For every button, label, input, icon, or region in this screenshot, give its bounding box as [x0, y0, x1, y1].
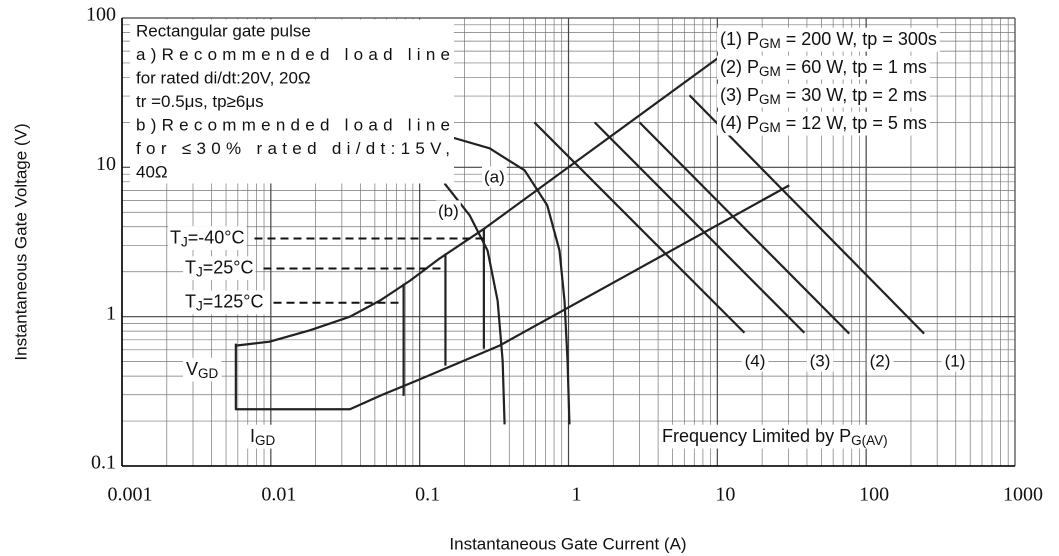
note-line: tr =0.5μs, tp≥6μs	[136, 92, 264, 111]
text-part: J	[181, 234, 188, 249]
label-background	[482, 166, 507, 188]
label-background	[941, 350, 969, 372]
note-line: b)Recommended load line	[136, 115, 450, 134]
curve-tag: (3)	[810, 351, 831, 370]
legend-entry: (3) PGM = 30 W, tp = 2 ms	[720, 85, 927, 107]
label-background	[866, 350, 894, 372]
vgd-label: VGD	[186, 359, 219, 381]
note-line: for ≤30% rated di/dt:15V,	[136, 139, 450, 158]
y-tick-label: 100	[86, 4, 116, 26]
text-part: = 200 W, tp = 300s	[781, 29, 937, 49]
text-part: J	[196, 298, 203, 313]
gate-curve	[444, 134, 571, 425]
y-tick-label: 10	[96, 153, 116, 175]
y-axis-title: Instantaneous Gate Voltage (V)	[11, 123, 30, 360]
text-part: (1) P	[720, 29, 759, 49]
y-tick-label: 1	[106, 302, 116, 324]
text-part: =125°C	[203, 291, 264, 311]
x-tick-label: 1	[572, 484, 582, 506]
label-background	[717, 27, 940, 52]
curve-tag: (4)	[745, 351, 766, 370]
curve-label: (b)	[438, 201, 459, 220]
text-part: J	[196, 264, 203, 279]
text-part: G(AV)	[851, 433, 888, 448]
text-part: GD	[198, 366, 219, 381]
frequency-note: Frequency Limited by PG(AV)	[662, 426, 888, 448]
gate-curve	[443, 182, 506, 425]
tj-label: TJ=-40°C	[170, 227, 244, 249]
label-background	[247, 424, 279, 449]
tj-label: TJ=25°C	[185, 257, 253, 279]
label-background	[806, 350, 834, 372]
label-background	[436, 200, 461, 222]
label-background	[717, 55, 930, 80]
text-part: (4) P	[720, 113, 759, 133]
text-part: T	[185, 291, 196, 311]
x-tick-label: 0.1	[415, 484, 440, 506]
text-part: (2) P	[720, 57, 759, 77]
label-background	[717, 83, 930, 108]
igd-label: IGD	[250, 426, 276, 448]
text-part: (3) P	[720, 85, 759, 105]
text-part: = 30 W, tp = 2 ms	[781, 85, 927, 105]
y-tick-label: 0.1	[91, 452, 116, 474]
text-part: Frequency Limited by P	[662, 426, 851, 446]
x-tick-label: 0.001	[108, 484, 153, 506]
text-part: GD	[255, 433, 276, 448]
power-curve	[638, 121, 850, 335]
text-part: =25°C	[203, 257, 254, 277]
power-curve	[593, 121, 806, 334]
x-tick-label: 1000	[1003, 484, 1043, 506]
text-part: GM	[759, 120, 781, 135]
x-axis-title: Instantaneous Gate Current (A)	[449, 534, 686, 553]
text-part: GM	[759, 92, 781, 107]
tj-label: TJ=125°C	[185, 291, 264, 313]
note-line: a)Recommended load line	[136, 45, 450, 64]
gate-curve	[234, 184, 790, 411]
label-background	[717, 111, 930, 136]
label-background	[183, 290, 266, 315]
label-background	[659, 424, 891, 449]
legend-entry: (2) PGM = 60 W, tp = 1 ms	[720, 57, 927, 79]
text-part: = 60 W, tp = 1 ms	[781, 57, 927, 77]
curve-label: (a)	[484, 167, 505, 186]
text-part: GM	[759, 64, 781, 79]
label-background	[741, 350, 769, 372]
note-background	[130, 19, 454, 184]
x-tick-label: 100	[859, 484, 889, 506]
legend-entry: (4) PGM = 12 W, tp = 5 ms	[720, 113, 927, 135]
label-background	[183, 357, 222, 382]
text-part: T	[185, 257, 196, 277]
note-line: 40Ω	[136, 162, 168, 181]
text-part: V	[186, 359, 198, 379]
x-tick-label: 0.01	[261, 484, 296, 506]
curve-tag: (1)	[945, 351, 966, 370]
note-line: for rated di/dt:20V, 20Ω	[136, 68, 311, 87]
label-background	[183, 256, 256, 281]
legend-entry: (1) PGM = 200 W, tp = 300s	[720, 29, 937, 51]
note-line: Rectangular gate pulse	[136, 21, 311, 40]
x-tick-label: 10	[715, 484, 735, 506]
power-curve	[533, 121, 746, 334]
label-background	[168, 226, 247, 251]
curve-tag: (2)	[870, 351, 891, 370]
text-part: =-40°C	[188, 227, 245, 247]
text-part: I	[250, 426, 255, 446]
text-part: T	[170, 227, 181, 247]
text-part: GM	[759, 36, 781, 51]
text-part: = 12 W, tp = 5 ms	[781, 113, 927, 133]
